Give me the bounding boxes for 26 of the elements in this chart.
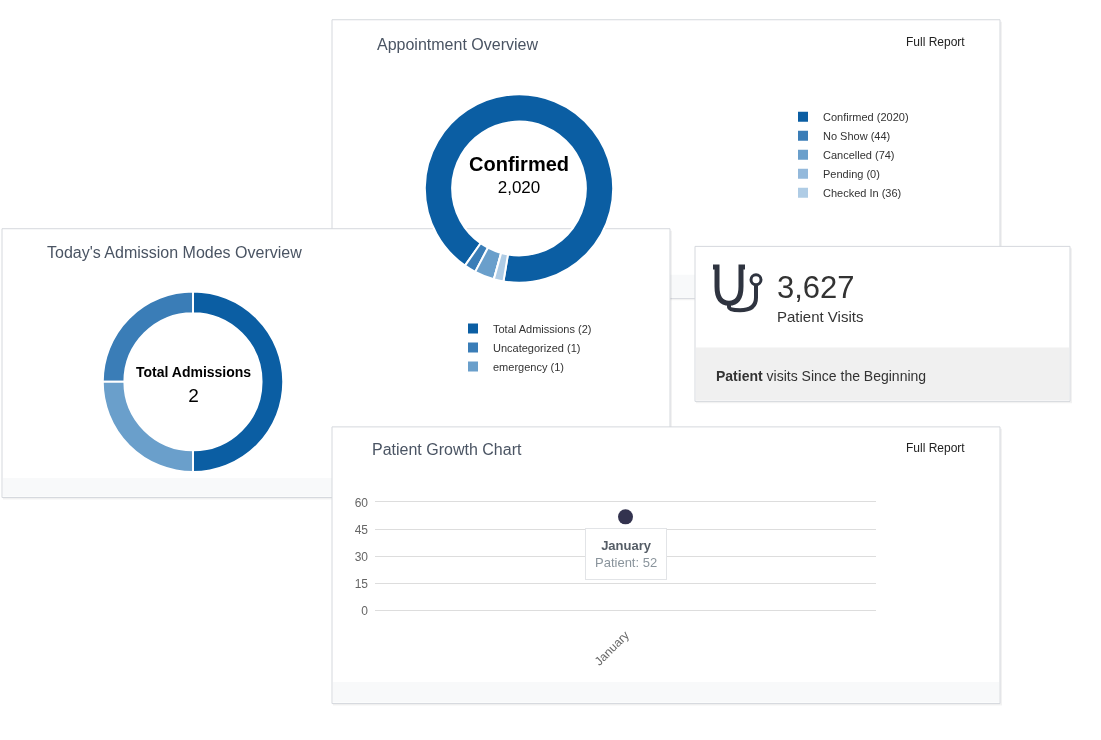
y-tick-label: 30 xyxy=(354,549,369,564)
chart-title: Today's Admission Modes Overview xyxy=(47,244,303,261)
legend-label: emergency (1) xyxy=(493,360,564,373)
legend-label: No Show (44) xyxy=(823,129,891,142)
annotation: Patient: 52 xyxy=(595,554,658,570)
chart-title: Patient Growth Chart xyxy=(372,441,522,458)
text: 3,627 xyxy=(777,270,855,305)
donut-slice xyxy=(423,93,615,284)
y-tick-label: 0 xyxy=(361,603,369,618)
text: Full Report xyxy=(906,441,966,455)
y-tick-label: 60 xyxy=(354,495,369,510)
legend-label: Uncategorized (1) xyxy=(493,341,581,354)
legend-label: Total Admissions (2) xyxy=(493,322,592,335)
y-tick-label: 45 xyxy=(354,522,369,537)
annotation: January xyxy=(601,538,651,553)
y-tick-label: 15 xyxy=(354,576,369,591)
legend-label: Checked In (36) xyxy=(823,186,902,199)
text: Patient visits Since the Beginning xyxy=(716,368,927,384)
legend-label: Cancelled (74) xyxy=(823,148,895,161)
legend-label: Pending (0) xyxy=(823,167,880,180)
text: Confirmed 2,020 xyxy=(469,153,569,198)
text: Full Report xyxy=(906,35,966,49)
legend-label: Confirmed (2020) xyxy=(823,110,909,123)
chart-title: Appointment Overview xyxy=(377,36,539,53)
text: Total Admissions 2 xyxy=(136,364,252,406)
text: Patient Visits xyxy=(777,308,864,325)
